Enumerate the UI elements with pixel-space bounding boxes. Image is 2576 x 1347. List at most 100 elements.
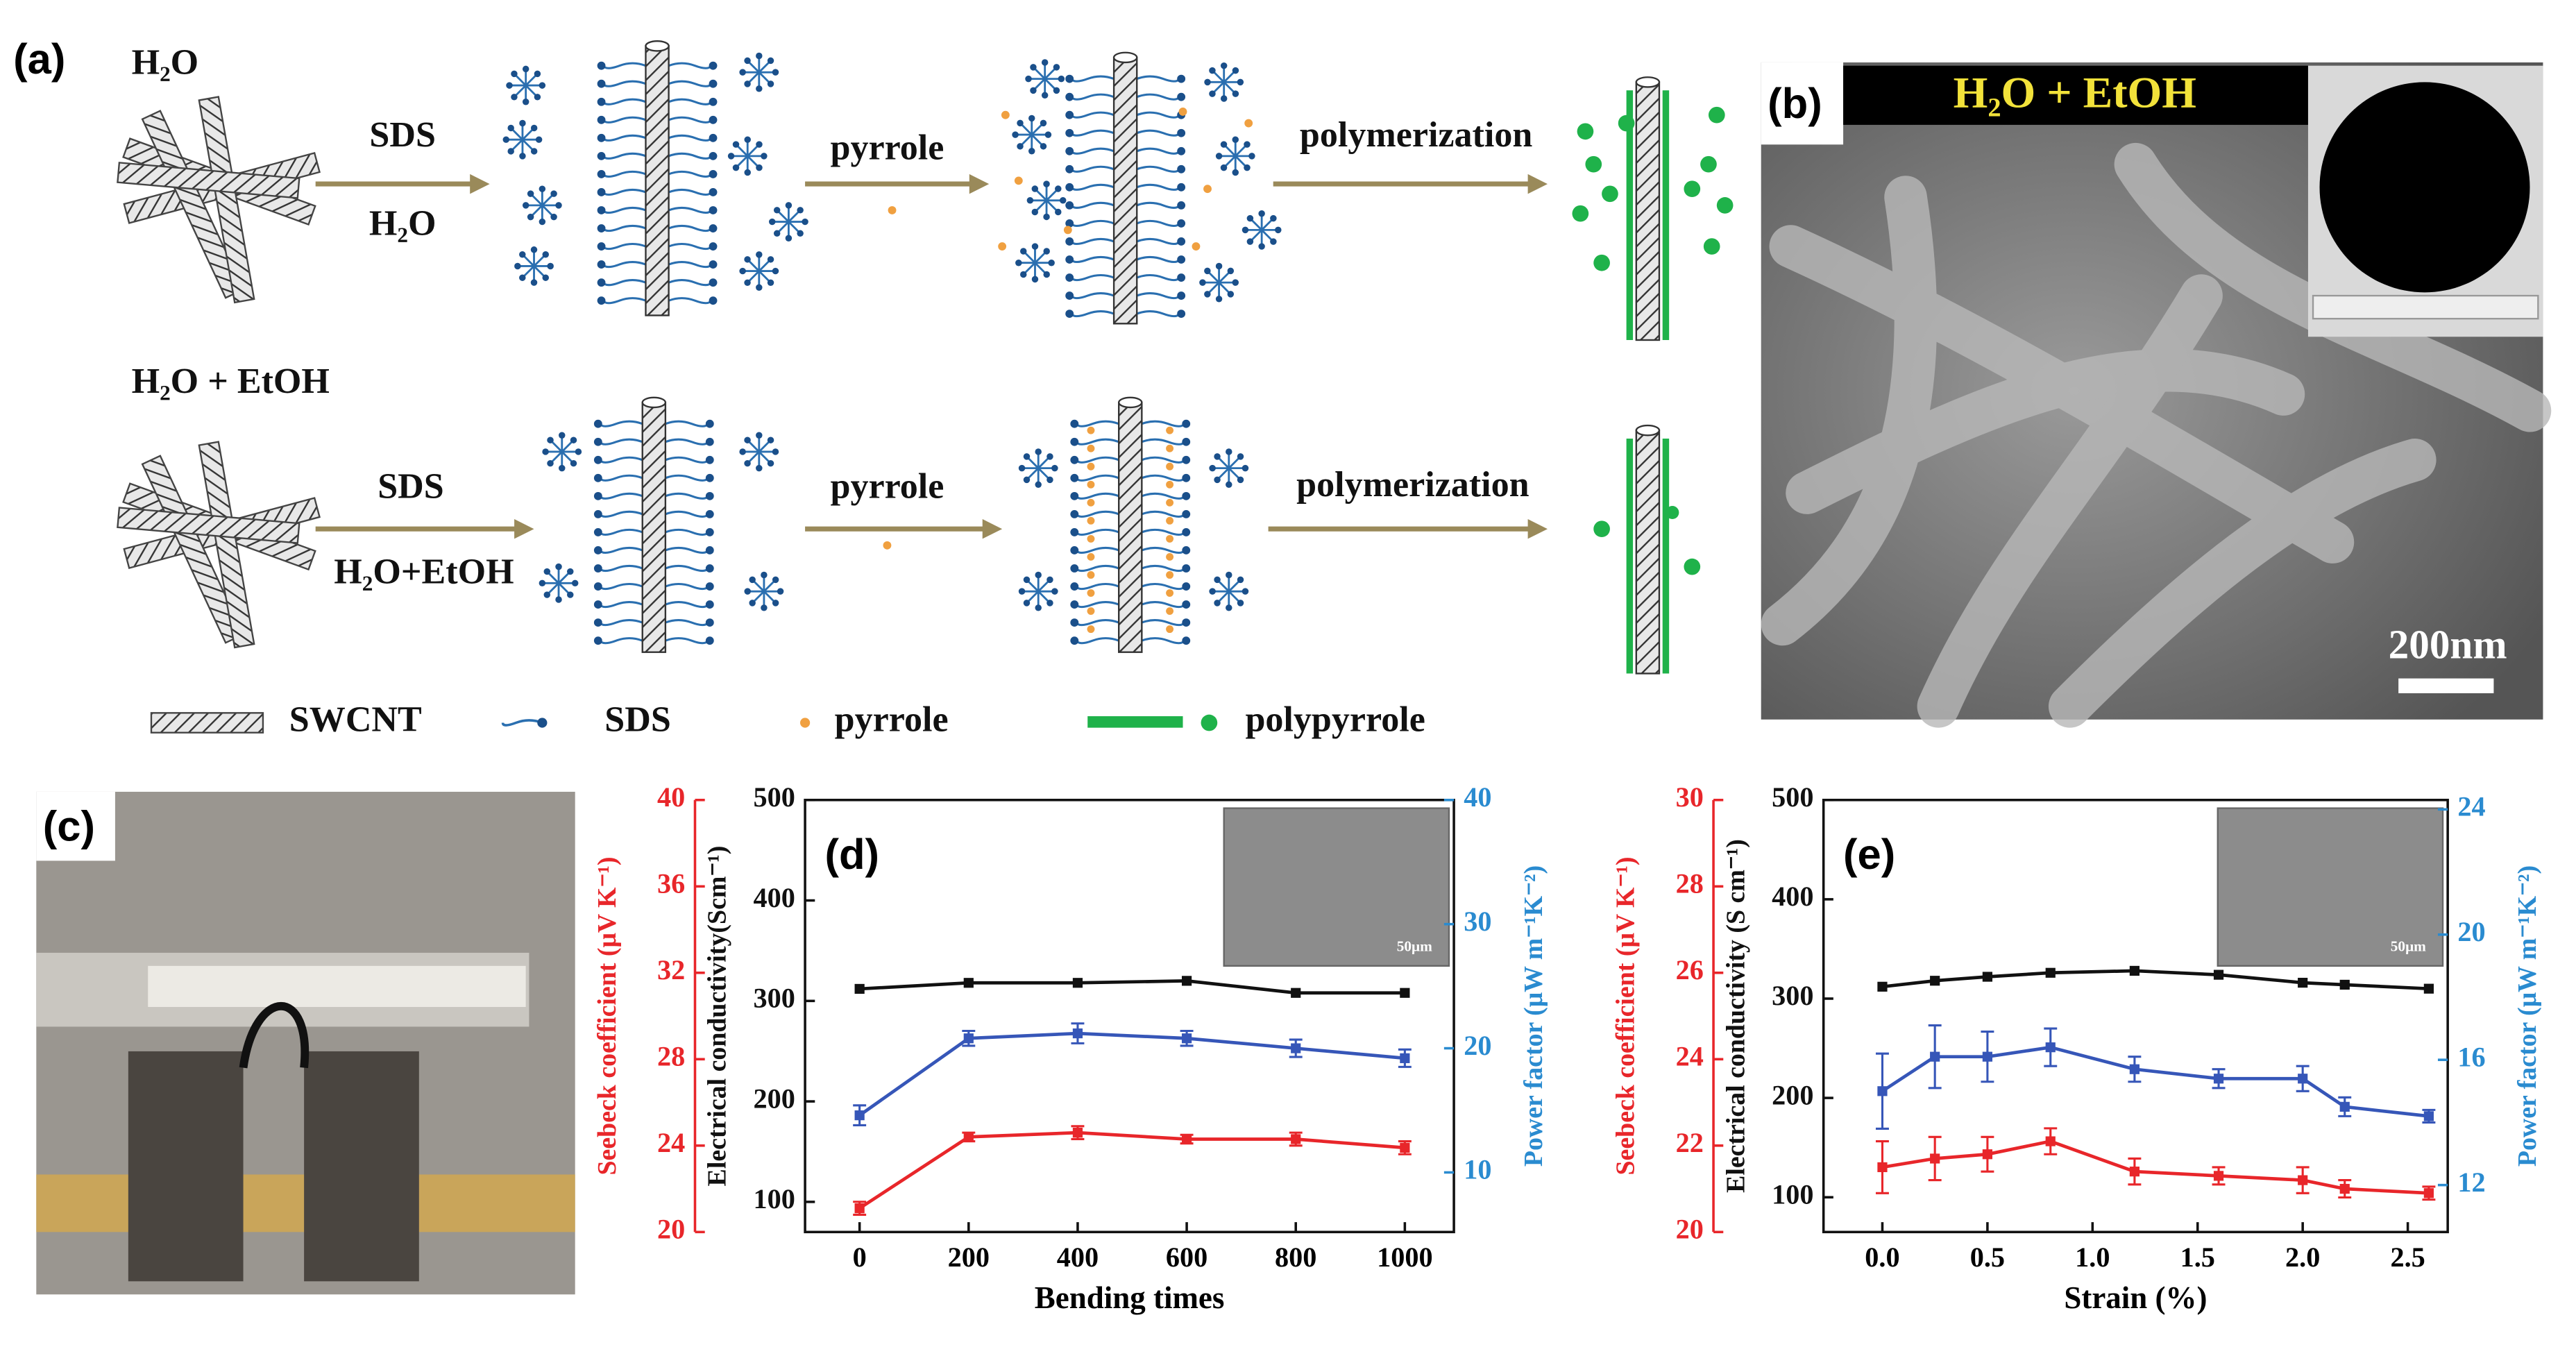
micelle-head [1031, 185, 1039, 192]
sds-tail [665, 420, 709, 427]
sds-tail [1075, 546, 1119, 554]
micelle-head [1226, 571, 1232, 579]
micelle-head [534, 94, 541, 101]
data-point [2339, 1101, 2350, 1112]
inset-scale: 50μm [1397, 938, 1432, 955]
sds-tail [1075, 619, 1119, 627]
schematic-label: polymerization [1296, 465, 1530, 505]
dot [1166, 607, 1174, 615]
y-tick-label: 300 [1772, 980, 1813, 1011]
data-point [2045, 1136, 2056, 1146]
nanotube-cap [1118, 396, 1143, 409]
sds-tail [598, 637, 643, 645]
dot [1087, 498, 1095, 507]
panel-label: (a) [13, 35, 65, 83]
sds-head [709, 278, 718, 287]
sds-head [705, 455, 714, 464]
dot [1087, 426, 1095, 434]
micelle-head [769, 218, 776, 226]
micelle-head [1232, 67, 1239, 74]
y-tick-label: 100 [754, 1183, 795, 1214]
dot [1087, 444, 1095, 452]
data-point [2129, 1064, 2139, 1074]
sds-tail [665, 438, 709, 446]
micelle-head [756, 464, 763, 472]
dot [1201, 714, 1218, 731]
micelle-head [797, 207, 804, 214]
sds-head [709, 242, 718, 251]
micelle-head [1214, 576, 1221, 584]
micelle-arm [777, 221, 790, 233]
data-point [1072, 978, 1083, 988]
micelle-arm [1033, 67, 1046, 80]
bundle-tube [117, 507, 300, 544]
micelle-arm [1034, 251, 1046, 264]
micelle-arm [514, 85, 527, 97]
y3-tick-label: 32 [657, 954, 685, 985]
dot [1684, 180, 1701, 198]
sds-tail [598, 438, 643, 446]
data-point [2213, 1171, 2224, 1181]
micelle-head [744, 279, 751, 287]
sds-head [597, 61, 606, 70]
micelle-arm [1037, 457, 1050, 469]
sds-tail [668, 152, 713, 160]
micelle-head [530, 279, 538, 286]
sds-head [1065, 128, 1074, 137]
data-point [854, 1203, 865, 1214]
nanotube-cap [645, 40, 670, 52]
sds-head [1182, 491, 1191, 500]
dot [1244, 119, 1253, 128]
micelle-head [1237, 476, 1244, 484]
sds-tail [668, 170, 713, 178]
sds-tail [1141, 474, 1186, 482]
sds-tail [665, 619, 709, 627]
micelle-head [1031, 276, 1039, 283]
sds-tail [1136, 273, 1181, 282]
micelle-head [530, 148, 538, 155]
micelle-arm [547, 572, 560, 584]
sds-tail [602, 224, 647, 232]
micelle-head [1055, 208, 1062, 216]
micelle-arm [1037, 591, 1050, 603]
sds-head [593, 636, 602, 645]
sds-tail [602, 80, 647, 87]
micelle-head [1059, 197, 1067, 204]
sds-head [1065, 219, 1074, 228]
data-point [963, 978, 974, 988]
sds-head [1177, 273, 1186, 282]
data-point [2213, 1074, 2224, 1084]
dot [1572, 205, 1589, 222]
sds-tail [1136, 219, 1181, 228]
data-point [1982, 1149, 1992, 1160]
micelle-head [756, 85, 763, 92]
sds-head [1070, 509, 1079, 518]
sds-head [593, 455, 602, 464]
micelle-head [1244, 164, 1251, 171]
sds-tail [598, 474, 643, 482]
micelle-head [744, 81, 751, 87]
polymer-coat [1662, 439, 1670, 674]
micelle-arm [523, 265, 535, 278]
micelle-head [542, 274, 549, 281]
nanotube [198, 441, 255, 649]
sds-tail [598, 528, 643, 536]
inset-ruler [2312, 294, 2539, 320]
sds-head [1070, 618, 1079, 627]
x-tick-label: 1.0 [2075, 1242, 2110, 1273]
y-tick-label: 300 [754, 983, 795, 1014]
sds-tail [665, 528, 709, 536]
dot [1166, 444, 1174, 452]
micelle-head [534, 70, 541, 78]
dot [1166, 589, 1174, 597]
inset-image [1223, 807, 1450, 967]
micelle-arm [1044, 67, 1056, 80]
micelle-arm [1261, 219, 1273, 231]
nanotube [1118, 401, 1143, 653]
micelle-head [1023, 600, 1031, 607]
micelle-head [1023, 576, 1031, 584]
micelle-arm [550, 450, 563, 464]
y3-tick-label: 20 [1676, 1214, 1704, 1245]
sds-tail [602, 170, 647, 178]
micelle-head [550, 213, 557, 221]
